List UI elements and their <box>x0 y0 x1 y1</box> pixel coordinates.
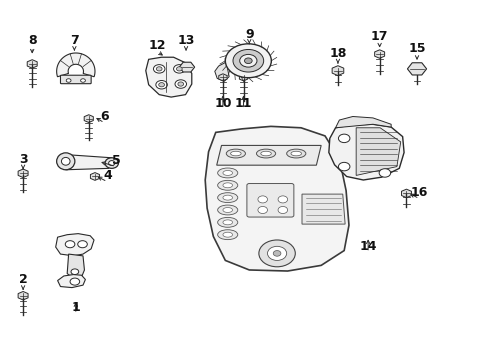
Polygon shape <box>18 292 28 300</box>
Circle shape <box>257 207 267 213</box>
Circle shape <box>66 79 71 82</box>
Ellipse shape <box>57 153 75 170</box>
Text: 5: 5 <box>111 154 120 167</box>
Text: 7: 7 <box>70 34 79 47</box>
Circle shape <box>78 241 87 248</box>
Circle shape <box>225 44 271 78</box>
Ellipse shape <box>223 232 232 237</box>
Polygon shape <box>331 66 343 76</box>
Ellipse shape <box>260 151 271 156</box>
Circle shape <box>153 65 164 73</box>
Polygon shape <box>205 126 348 271</box>
Text: 13: 13 <box>177 34 194 47</box>
Circle shape <box>273 251 280 256</box>
Text: 10: 10 <box>214 96 231 109</box>
Polygon shape <box>27 60 37 68</box>
Ellipse shape <box>61 157 70 165</box>
FancyBboxPatch shape <box>246 184 293 217</box>
Polygon shape <box>214 58 229 81</box>
Ellipse shape <box>217 168 237 178</box>
Text: 6: 6 <box>100 110 109 123</box>
Circle shape <box>267 246 286 260</box>
Polygon shape <box>407 63 426 75</box>
Ellipse shape <box>105 158 118 168</box>
Ellipse shape <box>286 149 305 158</box>
Ellipse shape <box>217 205 237 215</box>
Polygon shape <box>18 169 28 177</box>
Circle shape <box>258 240 295 267</box>
Circle shape <box>338 134 349 143</box>
Ellipse shape <box>217 217 237 227</box>
Polygon shape <box>65 154 112 170</box>
Circle shape <box>378 169 390 177</box>
Polygon shape <box>355 128 400 175</box>
Circle shape <box>232 49 263 72</box>
Polygon shape <box>58 275 85 288</box>
Circle shape <box>156 67 162 71</box>
Text: 8: 8 <box>28 34 37 47</box>
Ellipse shape <box>230 151 241 156</box>
Polygon shape <box>145 57 191 97</box>
Polygon shape <box>328 124 403 180</box>
Polygon shape <box>179 62 194 72</box>
Text: 17: 17 <box>370 30 387 42</box>
Circle shape <box>156 81 167 89</box>
Polygon shape <box>218 74 226 81</box>
Text: 15: 15 <box>407 42 425 55</box>
Circle shape <box>65 241 75 248</box>
Text: 12: 12 <box>148 39 166 52</box>
Ellipse shape <box>223 183 232 188</box>
Text: 1: 1 <box>71 301 80 314</box>
Text: 3: 3 <box>19 153 27 166</box>
Ellipse shape <box>223 207 232 212</box>
Polygon shape <box>239 74 247 81</box>
Polygon shape <box>401 189 410 198</box>
Text: 11: 11 <box>234 96 252 109</box>
Text: 9: 9 <box>244 28 253 41</box>
Ellipse shape <box>217 180 237 190</box>
Ellipse shape <box>290 151 301 156</box>
Text: 18: 18 <box>328 47 346 60</box>
Circle shape <box>70 278 80 285</box>
Circle shape <box>178 82 183 86</box>
Circle shape <box>176 67 182 71</box>
Circle shape <box>239 54 256 67</box>
Circle shape <box>278 207 287 213</box>
FancyBboxPatch shape <box>61 75 91 84</box>
Circle shape <box>244 58 252 64</box>
Polygon shape <box>216 145 321 165</box>
Circle shape <box>338 162 349 171</box>
Ellipse shape <box>256 149 275 158</box>
Circle shape <box>159 83 164 87</box>
Polygon shape <box>374 50 384 58</box>
Polygon shape <box>107 159 116 167</box>
Circle shape <box>173 65 184 73</box>
Ellipse shape <box>217 193 237 203</box>
Ellipse shape <box>108 161 115 166</box>
Polygon shape <box>56 234 94 256</box>
Polygon shape <box>67 254 84 279</box>
Circle shape <box>278 196 287 203</box>
Polygon shape <box>84 115 93 122</box>
Ellipse shape <box>223 195 232 200</box>
Ellipse shape <box>223 220 232 225</box>
Text: 2: 2 <box>19 273 27 286</box>
Circle shape <box>81 79 85 82</box>
Ellipse shape <box>226 149 245 158</box>
Circle shape <box>257 196 267 203</box>
Polygon shape <box>302 194 345 224</box>
Text: 4: 4 <box>103 169 112 182</box>
Ellipse shape <box>217 230 237 240</box>
Ellipse shape <box>223 171 232 175</box>
Polygon shape <box>90 172 100 180</box>
Text: 16: 16 <box>410 186 427 199</box>
Circle shape <box>175 80 186 88</box>
Polygon shape <box>57 53 95 77</box>
Polygon shape <box>335 117 390 128</box>
Circle shape <box>71 269 79 275</box>
Text: 14: 14 <box>359 240 376 253</box>
